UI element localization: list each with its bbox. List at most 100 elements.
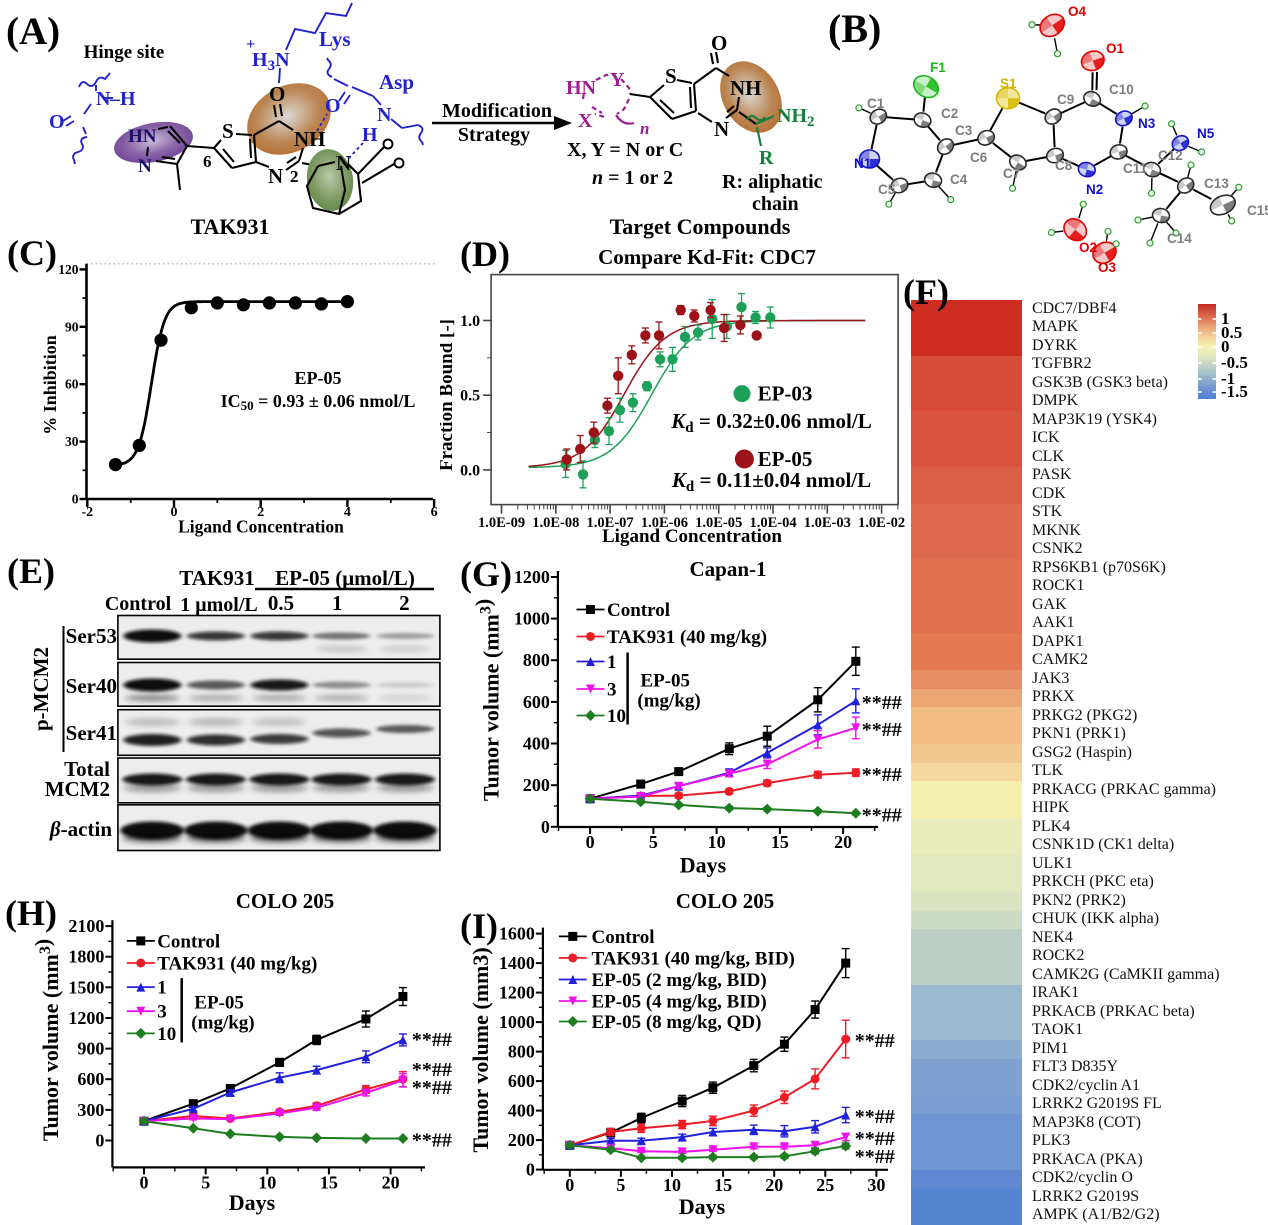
svg-text:10: 10 <box>258 1172 276 1192</box>
svg-text:**##: **## <box>412 1130 452 1152</box>
svg-text:O: O <box>269 82 285 106</box>
svg-text:2100: 2100 <box>68 916 104 936</box>
svg-text:(H): (H) <box>5 893 57 933</box>
svg-text:EP-05 (8 mg/kg, QD): EP-05 (8 mg/kg, QD) <box>592 1012 762 1033</box>
svg-text:COLO 205: COLO 205 <box>676 890 775 913</box>
svg-text:1: 1 <box>607 652 617 673</box>
svg-text:S1: S1 <box>1000 76 1017 91</box>
svg-text:EP-05 (4 mg/kg, BID): EP-05 (4 mg/kg, BID) <box>592 992 767 1013</box>
svg-text:0: 0 <box>72 492 79 507</box>
svg-text:C11: C11 <box>1123 161 1148 176</box>
svg-text:EP-03: EP-03 <box>758 382 813 406</box>
svg-text:(G): (G) <box>460 555 512 594</box>
svg-text:1.0E-06: 1.0E-06 <box>641 515 688 531</box>
svg-text:1600: 1600 <box>499 924 535 944</box>
svg-text:6: 6 <box>203 152 212 171</box>
svg-text:Modification: Modification <box>442 100 552 122</box>
svg-text:0.0: 0.0 <box>460 462 480 479</box>
svg-text:N: N <box>714 117 729 141</box>
svg-text:25: 25 <box>816 1175 834 1195</box>
svg-text:1500: 1500 <box>68 977 104 997</box>
svg-text:C2: C2 <box>941 106 958 121</box>
svg-text:(mg/kg): (mg/kg) <box>637 691 700 712</box>
svg-text:20: 20 <box>382 1172 400 1192</box>
svg-text:1 μmol/L: 1 μmol/L <box>180 594 257 616</box>
svg-text:3: 3 <box>157 1002 167 1023</box>
svg-text:O3: O3 <box>1098 260 1117 275</box>
svg-text:120: 120 <box>58 262 79 277</box>
svg-text:1: 1 <box>332 591 343 615</box>
svg-text:C9: C9 <box>1057 92 1074 107</box>
svg-text:N5: N5 <box>1197 126 1215 141</box>
svg-text:1000: 1000 <box>514 609 550 629</box>
svg-text:**##: **## <box>855 1030 895 1052</box>
svg-text:1200: 1200 <box>514 567 550 587</box>
svg-text:+: + <box>246 36 255 53</box>
svg-text:6: 6 <box>431 505 438 520</box>
svg-text:-2: -2 <box>81 505 93 520</box>
svg-text:n = 1 or 2: n = 1 or 2 <box>592 167 673 189</box>
svg-text:Y: Y <box>610 69 625 91</box>
svg-text:0.5: 0.5 <box>460 388 480 405</box>
svg-text:C14: C14 <box>1167 231 1192 246</box>
svg-text:Tumor volume (mm3): Tumor volume (mm3) <box>30 939 63 1141</box>
svg-text:chain: chain <box>752 193 799 215</box>
svg-text:O: O <box>711 31 727 55</box>
svg-text:Total: Total <box>64 757 110 781</box>
svg-text:Control: Control <box>105 593 172 615</box>
svg-text:15: 15 <box>714 1175 732 1195</box>
svg-text:1400: 1400 <box>499 953 535 973</box>
svg-text:Asp: Asp <box>379 70 414 94</box>
svg-text:EP-05: EP-05 <box>194 992 244 1013</box>
svg-text:Strategy: Strategy <box>458 124 530 146</box>
svg-text:O1: O1 <box>1106 41 1125 56</box>
svg-text:Ser53: Ser53 <box>66 624 117 648</box>
svg-text:**##: **## <box>855 1146 895 1168</box>
svg-text:Capan-1: Capan-1 <box>689 557 766 581</box>
svg-text:2: 2 <box>399 591 410 615</box>
svg-text:1.0E-03: 1.0E-03 <box>804 515 851 531</box>
svg-text:Control: Control <box>157 931 220 952</box>
svg-text:90: 90 <box>65 319 79 334</box>
svg-text:O: O <box>325 95 341 117</box>
svg-text:O4: O4 <box>1068 4 1087 19</box>
svg-text:(E): (E) <box>7 555 55 591</box>
svg-text:EP-05: EP-05 <box>295 368 342 388</box>
svg-text:(C): (C) <box>7 240 57 273</box>
svg-text:1.0: 1.0 <box>460 313 480 330</box>
svg-text:TAK931: TAK931 <box>190 214 269 239</box>
svg-text:**##: **## <box>412 1077 452 1099</box>
svg-text:20: 20 <box>765 1175 783 1195</box>
svg-text:2: 2 <box>290 167 299 186</box>
svg-text:600: 600 <box>77 1069 104 1089</box>
svg-text:Ligand Concentration: Ligand Concentration <box>602 526 782 547</box>
svg-text:EP-05: EP-05 <box>640 671 690 692</box>
svg-text:N: N <box>268 164 283 188</box>
svg-text:4: 4 <box>344 505 351 520</box>
svg-text:10: 10 <box>663 1175 681 1195</box>
svg-text:Ser40: Ser40 <box>66 674 117 698</box>
svg-text:Fraction Bound [-]: Fraction Bound [-] <box>440 319 457 471</box>
svg-text:10: 10 <box>157 1024 176 1045</box>
svg-text:0: 0 <box>541 817 550 837</box>
svg-text:N: N <box>138 156 152 177</box>
svg-text:Control: Control <box>592 927 655 948</box>
svg-text:H3N: H3N <box>252 49 290 74</box>
svg-text:% Inhibition: % Inhibition <box>40 335 60 435</box>
svg-text:(D): (D) <box>460 240 510 274</box>
svg-text:MCM2: MCM2 <box>45 777 110 801</box>
svg-text:800: 800 <box>508 1042 535 1062</box>
svg-text:**##: **## <box>862 692 902 714</box>
svg-text:5: 5 <box>201 1172 210 1192</box>
svg-text:3: 3 <box>607 680 617 701</box>
svg-text:1.0E-05: 1.0E-05 <box>695 515 742 531</box>
svg-text:(I): (I) <box>460 906 498 946</box>
svg-text:C6: C6 <box>970 150 988 165</box>
svg-text:O: O <box>49 111 65 133</box>
svg-text:n: n <box>640 119 649 138</box>
svg-text:TAK931 (40 mg/kg): TAK931 (40 mg/kg) <box>607 627 767 648</box>
svg-text:600: 600 <box>508 1071 535 1091</box>
svg-text:R: aliphatic: R: aliphatic <box>722 171 823 193</box>
svg-text:Days: Days <box>229 1190 276 1215</box>
svg-text:O2: O2 <box>1079 240 1097 255</box>
